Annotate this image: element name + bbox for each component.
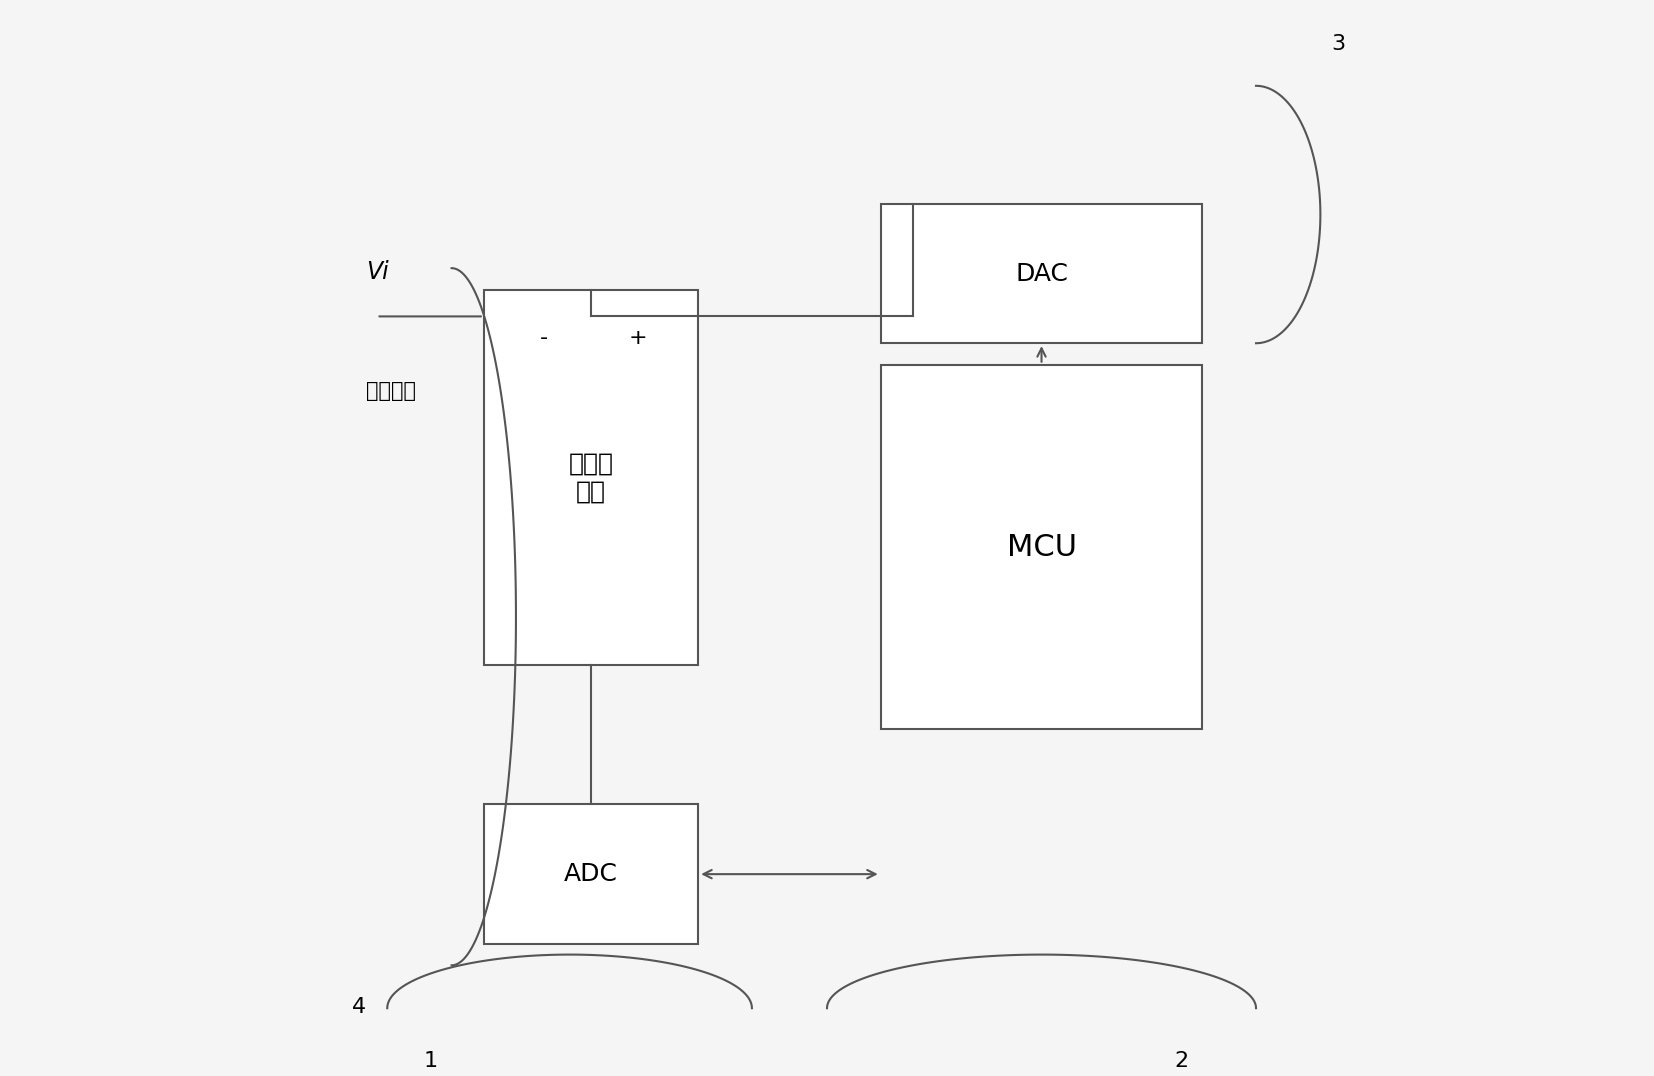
Text: 3: 3 bbox=[1331, 33, 1345, 54]
FancyBboxPatch shape bbox=[483, 289, 698, 665]
Text: MCU: MCU bbox=[1007, 533, 1077, 562]
FancyBboxPatch shape bbox=[483, 805, 698, 944]
Text: DAC: DAC bbox=[1016, 261, 1068, 285]
Text: 1: 1 bbox=[423, 1051, 437, 1071]
Text: ADC: ADC bbox=[564, 862, 619, 887]
Text: 2: 2 bbox=[1174, 1051, 1188, 1071]
FancyBboxPatch shape bbox=[880, 365, 1202, 730]
Text: Vi: Vi bbox=[366, 260, 389, 284]
Text: +: + bbox=[629, 328, 647, 348]
Text: -: - bbox=[539, 328, 547, 348]
Text: 被测磁场: 被测磁场 bbox=[366, 381, 415, 400]
Text: 4: 4 bbox=[352, 997, 366, 1018]
FancyBboxPatch shape bbox=[880, 203, 1202, 343]
Text: 传感器
探头: 传感器 探头 bbox=[569, 452, 614, 504]
